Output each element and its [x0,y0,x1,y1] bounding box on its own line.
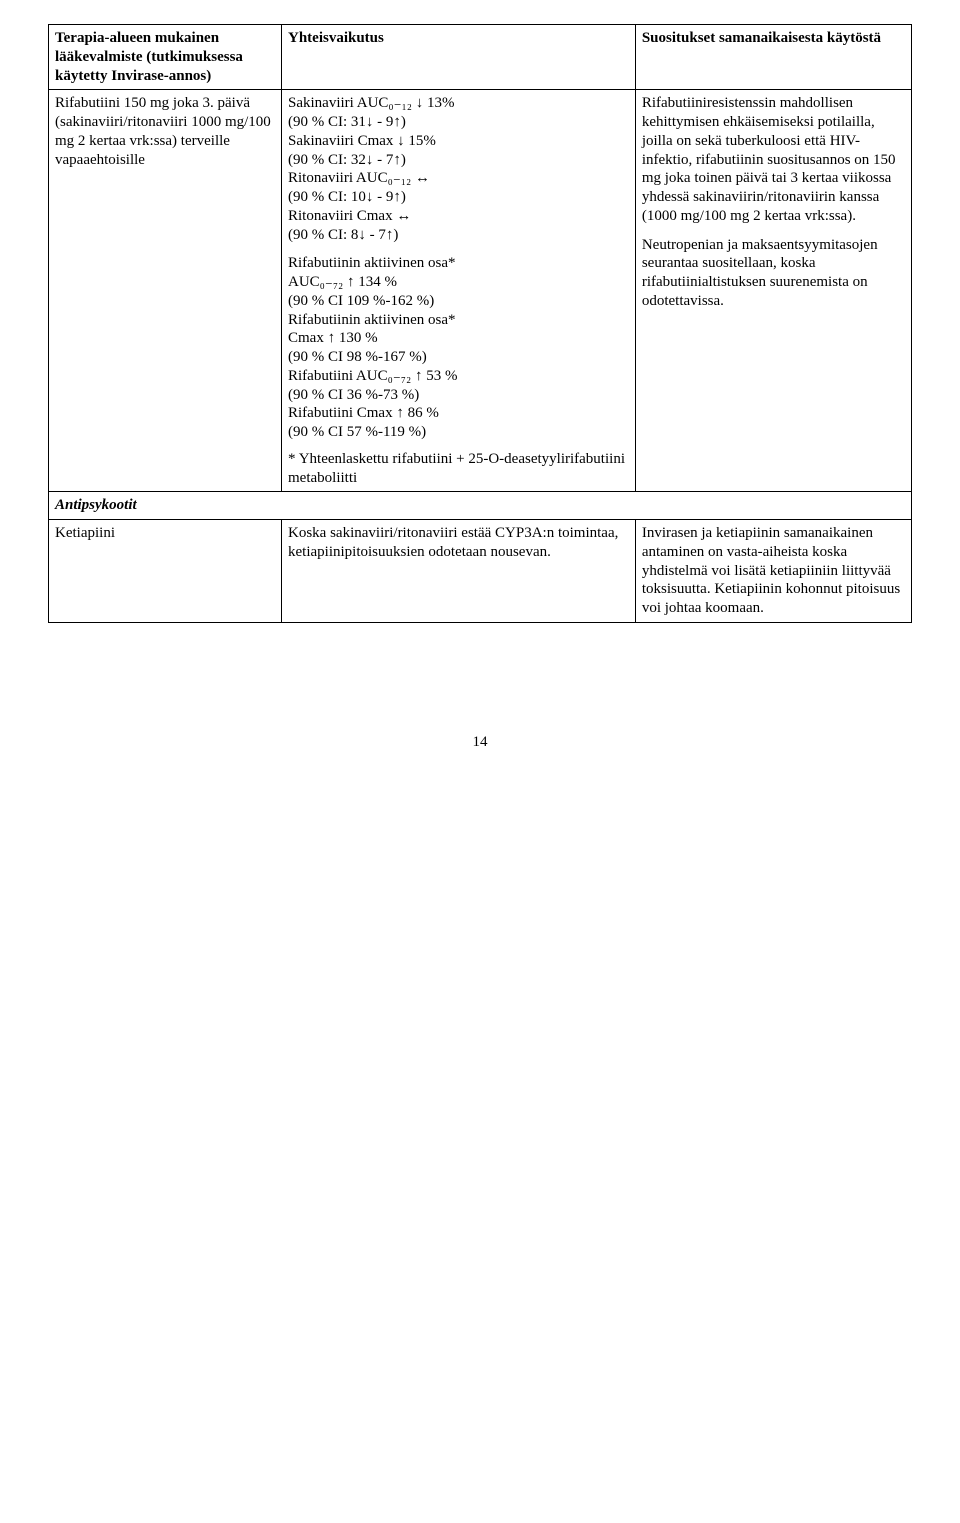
interaction-cell: Sakinaviiri AUC₀₋₁₂ ↓ 13% (90 % CI: 31↓ … [282,90,636,446]
page-number: 14 [48,733,912,752]
section-row: Antipsykootit [49,492,912,520]
interaction-block: Sakinaviiri AUC₀₋₁₂ ↓ 13% (90 % CI: 31↓ … [288,94,629,244]
recommendation-cell: Invirasen ja ketiapiinin samanaikainen a… [635,520,911,623]
interaction-cell: Koska sakinaviiri/ritonaviiri estää CYP3… [282,520,636,623]
interaction-footnote: * Yhteenlaskettu rifabutiini + 25-O-deas… [288,450,629,488]
section-label: Antipsykootit [49,492,912,520]
drug-cell: Rifabutiini 150 mg joka 3. päivä (sakina… [49,90,282,446]
table-row: * Yhteenlaskettu rifabutiini + 25-O-deas… [49,446,912,492]
table-row: Rifabutiini 150 mg joka 3. päivä (sakina… [49,90,912,446]
table-row: Ketiapiini Koska sakinaviiri/ritonaviiri… [49,520,912,623]
interaction-cell-cont: * Yhteenlaskettu rifabutiini + 25-O-deas… [282,446,636,492]
recommendation-cell-cont [635,446,911,492]
recommendation-text: Neutropenian ja maksaentsyymitasojen seu… [642,236,905,311]
recommendation-cell: Rifabutiiniresistenssin mahdollisen kehi… [635,90,911,446]
header-col2: Yhteisvaikutus [282,25,636,90]
drug-cell-cont [49,446,282,492]
table-header-row: Terapia-alueen mukainen lääkevalmiste (t… [49,25,912,90]
interaction-block: Rifabutiinin aktiivinen osa* AUC₀₋₇₂ ↑ 1… [288,254,629,442]
header-col1: Terapia-alueen mukainen lääkevalmiste (t… [49,25,282,90]
drug-text: Rifabutiini 150 mg joka 3. päivä (sakina… [55,94,275,169]
recommendation-text: Rifabutiiniresistenssin mahdollisen kehi… [642,94,905,225]
interaction-table: Terapia-alueen mukainen lääkevalmiste (t… [48,24,912,623]
header-col3: Suositukset samanaikaisesta käytöstä [635,25,911,90]
drug-cell: Ketiapiini [49,520,282,623]
